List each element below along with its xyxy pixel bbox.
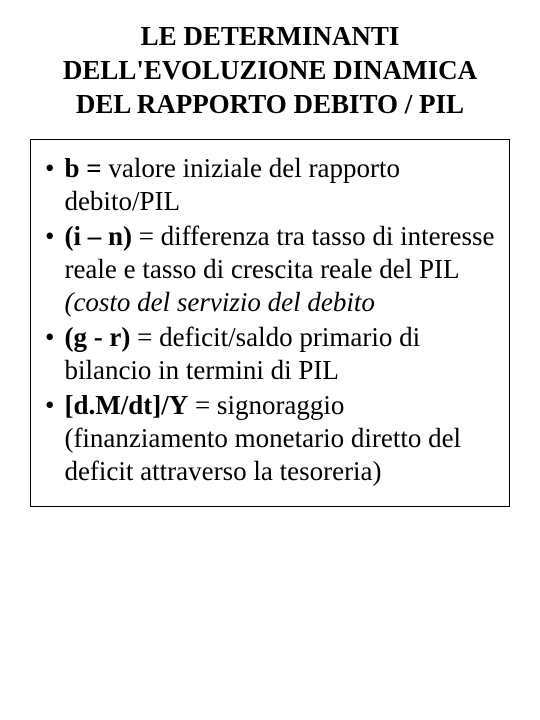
title-line-2: DELL'EVOLUZIONE DINAMICA <box>63 55 477 85</box>
bullet-body: valore iniziale del rapporto debito/PIL <box>64 153 400 216</box>
bullet-marker: • <box>45 389 54 422</box>
bullet-list: • b = valore iniziale del rapporto debit… <box>45 152 495 487</box>
content-box: • b = valore iniziale del rapporto debit… <box>30 139 510 506</box>
bullet-marker: • <box>45 220 54 253</box>
bullet-italic: (costo del servizio del debito <box>64 287 374 317</box>
bullet-text: b = valore iniziale del rapporto debito/… <box>64 152 495 218</box>
bullet-bold: [d.M/dt]/Y <box>64 390 188 420</box>
list-item: • b = valore iniziale del rapporto debit… <box>45 152 495 218</box>
list-item: • (g - r) = deficit/saldo primario di bi… <box>45 321 495 387</box>
bullet-bold: (i – n) <box>64 221 132 251</box>
bullet-bold: b = <box>64 153 108 183</box>
title-line-3: DEL RAPPORTO DEBITO / PIL <box>76 89 464 119</box>
bullet-text: [d.M/dt]/Y = signoraggio (finanziamento … <box>64 389 495 488</box>
bullet-marker: • <box>45 321 54 354</box>
bullet-bold: (g - r) <box>64 322 130 352</box>
list-item: • (i – n) = differenza tra tasso di inte… <box>45 220 495 319</box>
bullet-text: (i – n) = differenza tra tasso di intere… <box>64 220 495 319</box>
bullet-text: (g - r) = deficit/saldo primario di bila… <box>64 321 495 387</box>
title-line-1: LE DETERMINANTI <box>141 21 400 51</box>
bullet-marker: • <box>45 152 54 185</box>
slide-title: LE DETERMINANTI DELL'EVOLUZIONE DINAMICA… <box>30 20 510 121</box>
list-item: • [d.M/dt]/Y = signoraggio (finanziament… <box>45 389 495 488</box>
